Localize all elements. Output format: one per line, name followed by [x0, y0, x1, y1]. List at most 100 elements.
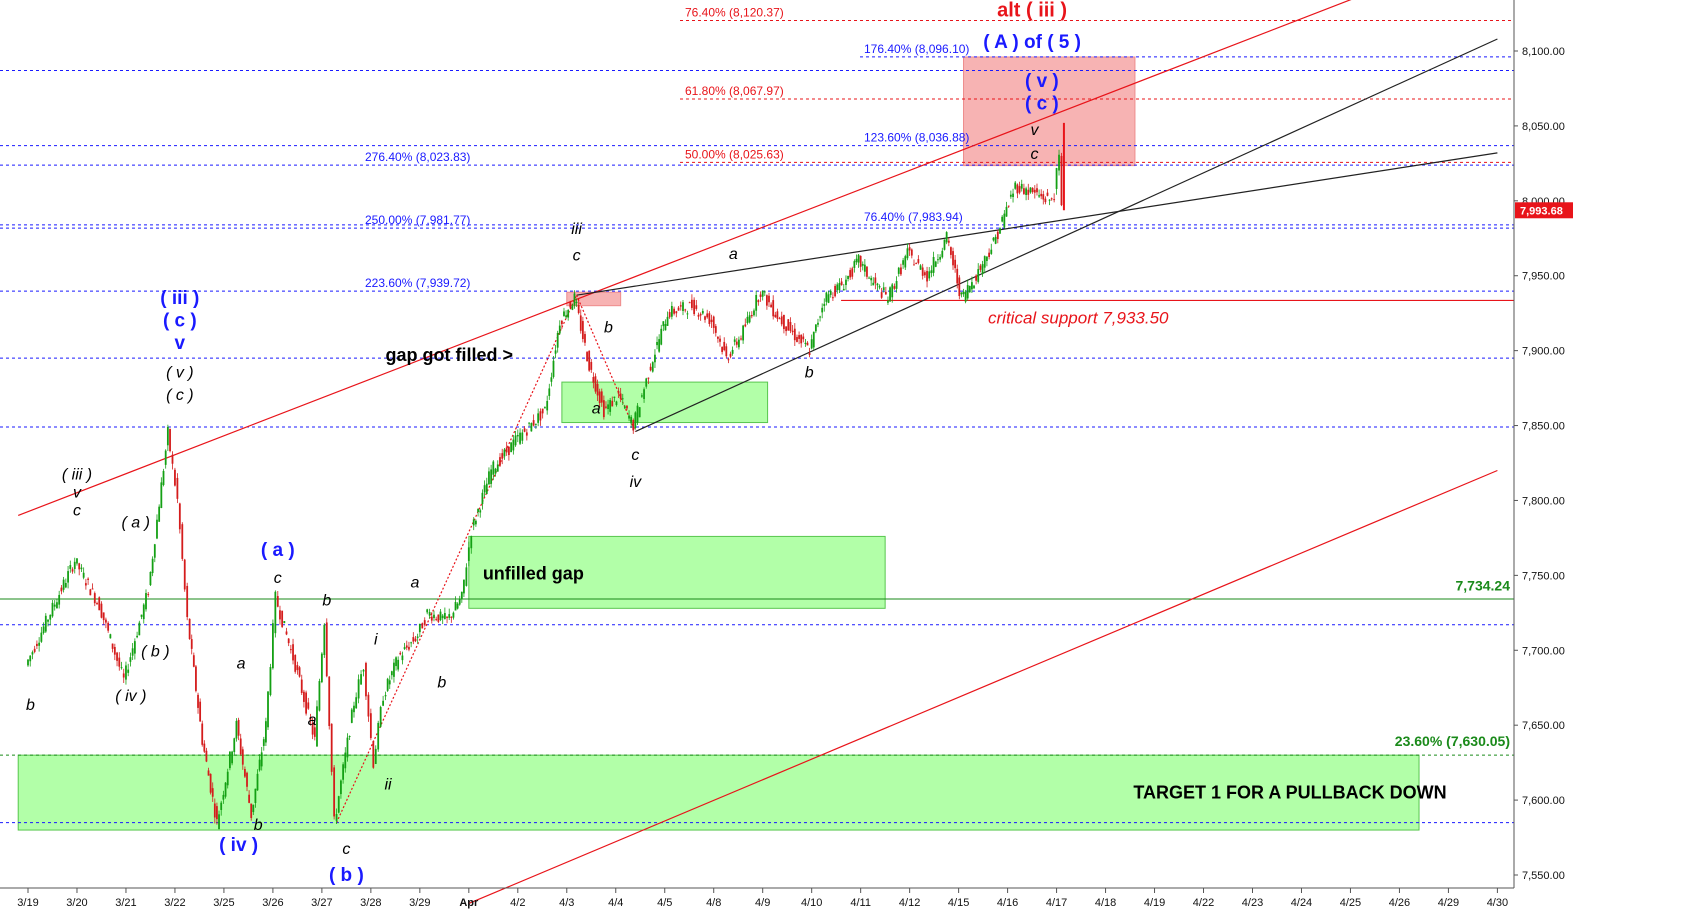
- candle-body: [832, 297, 834, 299]
- candle-body: [836, 284, 839, 291]
- candle-body: [239, 738, 242, 755]
- candle-body: [855, 258, 858, 263]
- candle-body: [386, 678, 389, 691]
- candle-body: [224, 782, 227, 797]
- candle-body: [876, 283, 879, 286]
- candle-body: [866, 266, 868, 277]
- fib-level-label: 176.40% (8,096.10): [864, 42, 969, 56]
- candle-body: [281, 610, 284, 627]
- candle-body: [47, 619, 49, 622]
- candle-body: [623, 406, 626, 409]
- candle-body: [188, 618, 191, 639]
- candle-body: [416, 636, 419, 638]
- candle-body: [195, 666, 197, 691]
- candle-body: [333, 767, 336, 817]
- candle-body: [122, 673, 125, 678]
- candle-body: [581, 321, 584, 340]
- candle-body: [158, 506, 161, 522]
- candle-body: [211, 788, 214, 797]
- candle-body: [971, 282, 973, 290]
- x-tick-label: 3/20: [66, 897, 87, 909]
- x-tick-label: 4/17: [1046, 897, 1067, 909]
- candle-body: [374, 748, 377, 765]
- candle-body: [362, 669, 365, 672]
- candle-body: [460, 591, 463, 600]
- candle-body: [893, 286, 896, 289]
- candle-body: [197, 694, 199, 708]
- candle-body: [962, 291, 965, 295]
- wave-c-blue-top: ( c ): [1025, 93, 1059, 114]
- candle-body: [323, 624, 326, 656]
- candle-body: [465, 567, 468, 586]
- candle-body: [812, 331, 815, 348]
- candle-body: [260, 752, 263, 767]
- wave-a-gap: a: [410, 574, 419, 591]
- candle-body: [939, 257, 942, 260]
- wave-c-small: c: [631, 447, 639, 464]
- candle-body: [272, 623, 274, 669]
- candle-body: [1036, 188, 1038, 193]
- candle-body: [479, 510, 482, 513]
- candle-body: [340, 780, 342, 795]
- candle-body: [463, 579, 465, 594]
- candle-body: [630, 416, 633, 424]
- wave-iv-paren: ( iv ): [115, 688, 146, 705]
- candle-body: [116, 652, 118, 661]
- candle-body: [218, 814, 220, 830]
- wave-c-iii: c: [573, 248, 581, 265]
- candle-body: [725, 346, 728, 357]
- candle-body: [1007, 205, 1010, 207]
- candle-body: [62, 579, 65, 590]
- x-tick-label: 4/30: [1487, 897, 1508, 909]
- candle-body: [563, 311, 565, 317]
- candle-body: [1044, 198, 1047, 203]
- fib-level-label: 276.40% (8,023.83): [365, 150, 470, 164]
- candle-body: [688, 302, 691, 304]
- candle-body: [276, 596, 279, 607]
- candle-body: [651, 362, 654, 372]
- candle-body: [428, 612, 431, 616]
- candle-body: [821, 307, 824, 313]
- candle-body: [118, 657, 121, 667]
- candle-body: [166, 426, 169, 446]
- candle-body: [897, 267, 900, 274]
- candle-body: [248, 794, 251, 803]
- x-tick-label: 4/22: [1193, 897, 1214, 909]
- candle-body: [802, 336, 805, 340]
- candle-body: [825, 292, 828, 302]
- candle-body: [307, 702, 310, 709]
- candle-body: [27, 659, 29, 666]
- candle-body: [937, 259, 939, 261]
- candle-body: [923, 272, 926, 276]
- candle-body: [160, 482, 163, 508]
- candle-body: [714, 326, 717, 333]
- x-tick-label: 4/23: [1242, 897, 1263, 909]
- y-tick-label: 7,800.00: [1522, 495, 1565, 507]
- candle-body: [968, 285, 971, 293]
- candle-body: [1012, 193, 1014, 198]
- candle-body: [496, 464, 499, 472]
- candle-body: [267, 691, 269, 728]
- candle-body: [930, 270, 933, 274]
- candle-body: [602, 400, 605, 418]
- wave-v-small-left: v: [73, 484, 82, 501]
- candle-body: [355, 697, 358, 709]
- x-tick-label: 3/22: [164, 897, 185, 909]
- candle-body: [975, 275, 978, 281]
- y-tick-label: 8,100.00: [1522, 46, 1565, 58]
- wave-iv-blue: ( iv ): [219, 835, 258, 856]
- wave-b-gap: b: [437, 675, 446, 692]
- candle-body: [283, 621, 286, 624]
- wave-v-small-top: v: [1031, 122, 1040, 139]
- trendline: [17, 0, 1352, 516]
- candle-body: [851, 268, 854, 277]
- candle-body: [757, 300, 760, 303]
- x-tick-label: 3/28: [360, 897, 381, 909]
- candle-body: [697, 314, 700, 317]
- candle-body: [430, 616, 433, 621]
- candle-body: [303, 691, 305, 702]
- candle-body: [105, 619, 107, 623]
- candle-body: [1014, 182, 1017, 189]
- candle-body: [213, 803, 216, 818]
- unfilled-gap-zone: [468, 535, 886, 609]
